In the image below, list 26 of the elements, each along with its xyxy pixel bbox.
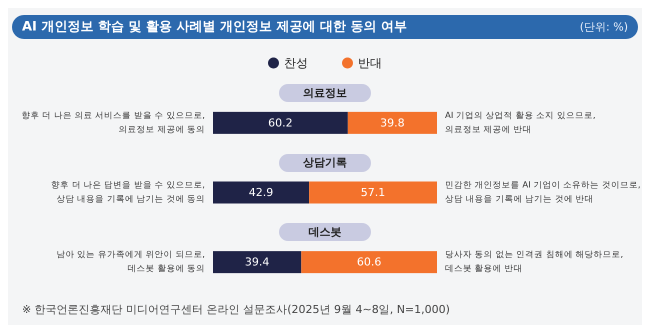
y-tick-label: 상담기록: [303, 156, 347, 169]
data-label: 57.1: [360, 186, 386, 199]
text: ※ 한국언론진흥재단 미디어연구센터 온라인 설문조사(2025년 9월 4~8일, N=1,000): [22, 303, 450, 316]
data-label: 60.6: [356, 256, 382, 269]
y-tick-label: 데스봇: [308, 226, 342, 239]
chart-title: AI 개인정보 학습 및 활용 사례별 개인정보 제공에 대한 동의 여부: [22, 20, 408, 34]
data-label: 42.9: [248, 186, 274, 199]
text: 민감한 개인정보를 AI 기업이 소유하는 것이므로, 상담 내용을 기록에 남기는 것에 반대: [445, 180, 641, 204]
data-label: 39.4: [244, 256, 270, 269]
text: AI 기업의 상업적 활용 소지 있으므로, 의료정보 제공에 반대: [445, 110, 596, 135]
data-label: 60.2: [268, 116, 293, 130]
data-label: 39.8: [380, 116, 405, 130]
y-tick-label: 의료정보: [303, 86, 347, 100]
text: 남아 있는 유가족에게 위안이 되므로, 데스봇 활용에 동의: [56, 250, 205, 274]
legend-label: 찬성: [284, 56, 308, 70]
bar: [213, 112, 348, 134]
text: (단위: %): [580, 20, 628, 34]
bar: [309, 182, 437, 204]
text: 향후 더 나은 답변을 받을 수 있으므로, 상담 내용을 기록에 남기는 것에 동의: [51, 180, 205, 204]
text: 향후 더 나은 의료 서비스를 받을 수 있으므로, 의료정보 제공에 동의: [21, 110, 205, 135]
bar: [301, 251, 437, 274]
legend-label: 반대: [358, 56, 382, 70]
text: 당사자 동의 없는 인격권 침해에 해당하므로, 데스봇 활용에 반대: [445, 250, 624, 274]
bar: [213, 182, 310, 204]
bar: [348, 112, 437, 134]
bar: [213, 251, 302, 274]
